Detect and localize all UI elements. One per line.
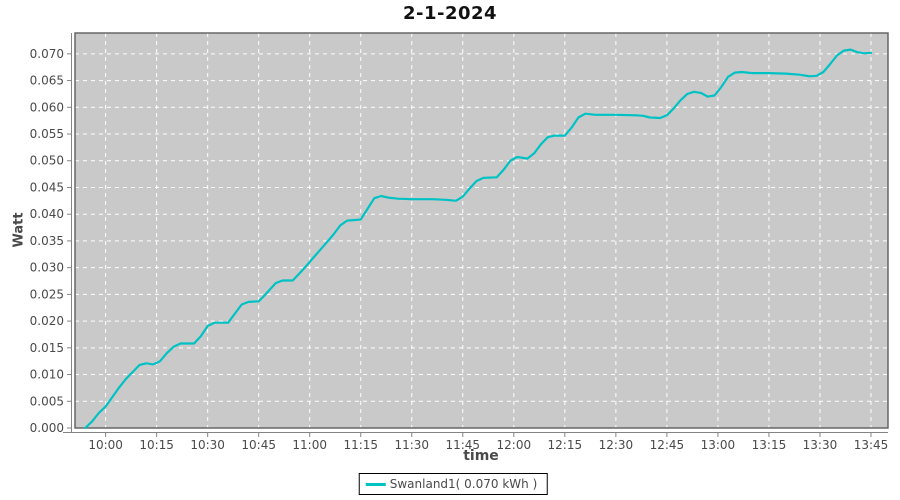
x-tick-label: 11:45 xyxy=(445,438,480,452)
x-tick-label: 10:45 xyxy=(241,438,276,452)
y-tick-label: 0.060 xyxy=(30,100,64,114)
x-tick-label: 11:15 xyxy=(343,438,378,452)
x-tick-label: 13:15 xyxy=(752,438,787,452)
y-tick-label: 0.010 xyxy=(30,368,64,382)
y-tick-label: 0.030 xyxy=(30,261,64,275)
y-tick-label: 0.020 xyxy=(30,314,64,328)
x-tick-label: 11:30 xyxy=(394,438,429,452)
y-tick-label: 0.040 xyxy=(30,207,64,221)
y-axis-title: Watt xyxy=(11,212,27,248)
x-tick-label: 11:00 xyxy=(292,438,327,452)
x-tick-label: 10:30 xyxy=(190,438,225,452)
x-axis-title: time xyxy=(463,448,499,464)
x-tick-label: 12:30 xyxy=(599,438,634,452)
y-tick-label: 0.000 xyxy=(30,421,64,435)
y-tick-label: 0.050 xyxy=(30,154,64,168)
axis-lines xyxy=(63,33,888,433)
series-line-swanland1 xyxy=(84,48,873,430)
tick-marks xyxy=(67,53,872,437)
y-tick-label: 0.015 xyxy=(30,341,64,355)
y-tick-label: 0.005 xyxy=(30,394,64,408)
x-tick-label: 13:30 xyxy=(803,438,838,452)
legend-label: Swanland1( 0.070 kWh ) xyxy=(389,477,538,491)
y-tick-label: 0.045 xyxy=(30,180,64,194)
plot-background xyxy=(75,33,888,428)
plot-border xyxy=(74,32,889,429)
x-tick-label: 12:15 xyxy=(548,438,583,452)
y-tick-label: 0.065 xyxy=(30,74,64,88)
x-tick-label: 10:00 xyxy=(88,438,123,452)
x-tick-label: 10:15 xyxy=(139,438,174,452)
x-tick-label: 12:00 xyxy=(497,438,532,452)
legend: Swanland1( 0.070 kWh ) xyxy=(358,473,548,495)
y-tick-label: 0.055 xyxy=(30,127,64,141)
y-tick-label: 0.025 xyxy=(30,287,64,301)
x-tick-label: 13:00 xyxy=(701,438,736,452)
legend-line-swatch xyxy=(365,482,386,486)
chart-title: 2-1-2024 xyxy=(402,3,498,24)
x-tick-label: 12:45 xyxy=(650,438,685,452)
y-tick-label: 0.035 xyxy=(30,234,64,248)
tick-labels: 0.000 0.005 0.010 0.015 0.020 0.025 0.030 0.035… xyxy=(30,47,889,452)
plot-svg: 0.000 0.005 0.010 0.015 0.020 0.025 0.030 0.035… xyxy=(30,32,889,452)
y-tick-label: 0.070 xyxy=(30,47,64,61)
x-tick-label: 13:45 xyxy=(854,438,889,452)
gridlines xyxy=(75,33,888,428)
